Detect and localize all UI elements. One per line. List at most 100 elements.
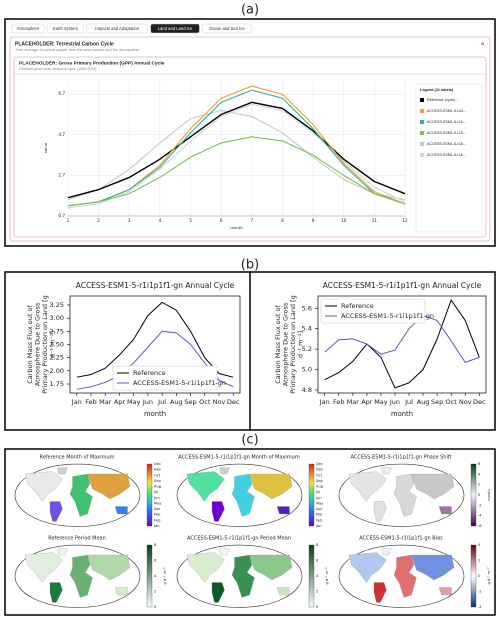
tab[interactable]: [86, 23, 148, 34]
tab[interactable]: [150, 23, 200, 34]
map-title: Reference Month of Maximum: [39, 455, 114, 461]
x-axis-label: month: [230, 225, 243, 230]
colorbar-label: -4: [478, 605, 482, 609]
x-tick-label: 11: [372, 218, 378, 223]
x-tick-label: Jul: [157, 398, 166, 406]
y-tick-label: 4.7: [58, 132, 65, 137]
colorbar-label: 6: [154, 559, 157, 563]
chart-title: ACCESS-ESM1-5-r1i1p1f1-gn Annual Cycle: [323, 281, 482, 290]
colorbar-label: 4: [154, 574, 157, 578]
legend-box: [320, 298, 426, 324]
land: [438, 587, 452, 596]
land: [438, 506, 452, 515]
tab-label[interactable]: Impacts and Adaptation: [95, 26, 139, 31]
collapse-icon[interactable]: «: [481, 42, 485, 48]
colorbar-label: 0: [316, 605, 319, 609]
colorbar-label: 8: [316, 543, 319, 547]
colorbar: [470, 463, 477, 527]
x-tick-label: Aug: [417, 398, 430, 406]
land: [24, 552, 63, 583]
x-tick-label: Sep: [184, 398, 196, 406]
y-axis-label: d⁻¹ m⁻²]: [297, 331, 305, 358]
map: [176, 544, 303, 608]
tab[interactable]: [202, 23, 252, 34]
colorbar-label: 2: [316, 590, 318, 594]
y-tick-label: 3.25: [50, 301, 64, 309]
colorbar-unit: g d⁻¹ m⁻²: [163, 567, 167, 585]
y-axis-label: Primary Production on Land [g: [289, 295, 297, 394]
land: [87, 473, 131, 500]
x-tick-label: 8: [281, 218, 284, 223]
x-tick-label: Sep: [431, 398, 443, 406]
series-line: [67, 103, 406, 209]
y-tick-label: 1.75: [50, 380, 64, 388]
colorbar-label: Jul: [153, 490, 158, 494]
land: [211, 501, 225, 522]
colorbar-label: Sep: [154, 479, 161, 483]
x-tick-label: Dec: [227, 398, 240, 406]
x-tick-label: Jan: [71, 398, 82, 406]
tab-label[interactable]: Ocean and Sea Ice: [209, 26, 246, 31]
legend-label: ACCESS-ESM1-5-r11i...: [427, 120, 466, 124]
x-tick-label: 2: [97, 218, 100, 223]
colorbar-label: 2: [478, 483, 480, 487]
legend-title: Legend (21 labels): [420, 88, 454, 92]
legend-swatch: [420, 120, 424, 124]
land: [186, 552, 225, 583]
land: [381, 467, 392, 475]
series-line: [324, 298, 480, 389]
x-tick-label: Apr: [114, 398, 126, 406]
land: [57, 467, 68, 475]
chart-title: ACCESS-ESM1-5-r1i1p1f1-gn Annual Cycle: [76, 281, 235, 290]
land: [393, 554, 417, 598]
x-tick-label: Oct: [446, 398, 458, 406]
y-tick-label: 3.00: [50, 314, 64, 322]
x-tick-label: 3: [128, 218, 131, 223]
land: [114, 587, 128, 596]
x-tick-label: 1: [67, 218, 70, 223]
colorbar-label: -2: [478, 590, 482, 594]
y-axis-label: Carbon Mass Flux out of: [274, 305, 282, 384]
tab-label[interactable]: Atmosphere: [17, 26, 40, 31]
land: [231, 554, 255, 598]
x-tick-label: 5: [189, 218, 192, 223]
x-tick-label: Jul: [404, 398, 413, 406]
x-axis-label: month: [391, 410, 413, 418]
colorbar-label: Jan: [153, 524, 160, 528]
series-line: [324, 314, 480, 363]
colorbar-label: Apr: [154, 507, 161, 511]
colorbar-label: 8: [154, 543, 157, 547]
map-title: ACCESS-ESM1-5-r1i1p1f1-gn Month of Maxim…: [178, 455, 300, 461]
tab-bar: Atmosphere Earth System Impacts and Adapta…: [11, 23, 252, 34]
legend-swatch: [420, 153, 424, 157]
tab-label[interactable]: Land and Land Ice: [158, 26, 193, 31]
plot-frame: [317, 295, 487, 394]
legend-box: [415, 83, 483, 233]
colorbar-label: Mar: [154, 513, 161, 517]
legend-swatch: [420, 131, 424, 135]
tab[interactable]: [46, 23, 85, 34]
colorbar-unit: month: [487, 489, 491, 501]
map-title: ACCESS-ESM1-5-r1i1p1f1-gn Period Mean: [187, 536, 291, 542]
map-title: Reference Period Mean: [48, 536, 106, 542]
colorbar-label: Nov: [154, 468, 162, 472]
y-axis-label: Atmosphere Due to Gross: [34, 302, 42, 386]
tab-label[interactable]: Earth System: [53, 26, 79, 31]
colorbar-label: -4: [478, 514, 482, 518]
colorbar-label: Jun: [315, 496, 322, 500]
land: [211, 582, 225, 603]
tab[interactable]: [11, 23, 45, 34]
y-tick-label: 2.00: [50, 367, 64, 375]
legend-label: ACCESS-ESM1-5-r10i...: [427, 109, 466, 113]
land: [249, 473, 293, 500]
land: [411, 554, 455, 581]
legend-label: Reference: [341, 302, 374, 310]
colorbar-label: Aug: [316, 485, 323, 489]
x-tick-label: Nov: [459, 398, 472, 406]
x-axis-label: month: [144, 410, 166, 418]
land: [276, 587, 290, 596]
y-tick-label: 6.7: [58, 91, 65, 96]
colorbar: [146, 544, 153, 608]
land: [87, 554, 131, 581]
x-tick-label: 4: [159, 218, 162, 223]
